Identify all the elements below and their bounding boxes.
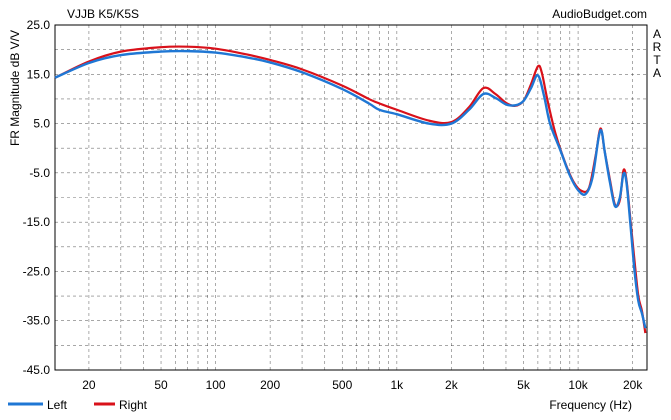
source-label: AudioBudget.com — [552, 7, 647, 21]
x-tick-label: 20 — [82, 378, 96, 392]
x-tick-label: 1k — [390, 378, 404, 392]
y-tick-label: -45.0 — [23, 363, 51, 377]
legend-label-left: Left — [47, 398, 68, 412]
x-tick-label: 10k — [568, 378, 588, 392]
x-tick-label: 50 — [154, 378, 168, 392]
x-tick-label: 500 — [332, 378, 352, 392]
series-lines — [54, 45, 647, 334]
y-axis-label: FR Magnitude dB V/V — [8, 30, 22, 146]
series-line-left — [54, 49, 647, 329]
x-axis-label: Frequency (Hz) — [549, 398, 632, 412]
x-tick-label: 5k — [517, 378, 531, 392]
legend: Left Right — [8, 398, 148, 412]
x-tick-label: 2k — [445, 378, 459, 392]
x-tick-label: 100 — [206, 378, 226, 392]
chart-title: VJJB K5/K5S — [67, 7, 139, 21]
y-tick-label: -5.0 — [29, 166, 50, 180]
grid-lines — [55, 25, 647, 370]
x-tick-labels: 20 50 100 200 500 1k 2k 5k 10k 20k — [82, 378, 643, 392]
plot-area-frame — [54, 24, 648, 371]
x-tick-label: 20k — [623, 378, 643, 392]
y-tick-label: -25.0 — [23, 264, 51, 278]
legend-label-right: Right — [119, 398, 148, 412]
y-tick-label: 15.0 — [27, 67, 51, 81]
y-tick-label: -35.0 — [23, 314, 51, 328]
x-tick-label: 200 — [260, 378, 280, 392]
y-tick-label: -15.0 — [23, 215, 51, 229]
y-tick-label: 5.0 — [33, 117, 50, 131]
y-tick-label: 25.0 — [27, 18, 51, 32]
y-tick-labels: 25.0 15.0 5.0 -5.0 -15.0 -25.0 -35.0 -45.0 — [23, 18, 51, 377]
